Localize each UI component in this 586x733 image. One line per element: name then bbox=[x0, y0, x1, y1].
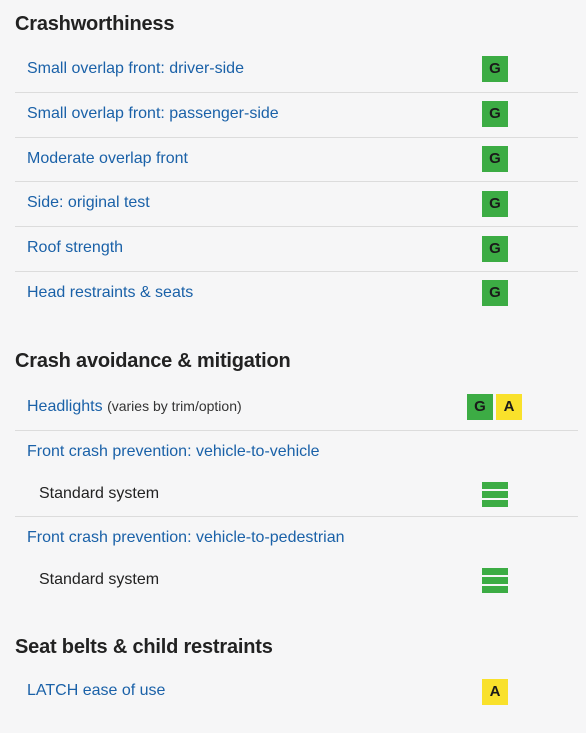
seat-belts-heading: Seat belts & child restraints bbox=[15, 636, 273, 658]
crashworthiness-heading: Crashworthiness bbox=[15, 13, 175, 35]
small-overlap-driver-link[interactable]: Small overlap front: driver-side bbox=[27, 60, 244, 77]
rating-badge-good: G bbox=[482, 191, 508, 217]
rating-badge-good: G bbox=[482, 56, 508, 82]
superior-bars-icon bbox=[482, 482, 508, 508]
rating-row-pedestrian-standard-system: Standard system bbox=[15, 559, 578, 603]
front-crash-vehicle-link[interactable]: Front crash prevention: vehicle-to-vehic… bbox=[27, 443, 320, 460]
small-overlap-passenger-link[interactable]: Small overlap front: passenger-side bbox=[27, 105, 279, 122]
rating-row-small-overlap-driver: Small overlap front: driver-side G bbox=[15, 48, 578, 93]
headlights-link[interactable]: Headlights bbox=[27, 398, 103, 415]
rating-row-vehicle-standard-system: Standard system bbox=[15, 473, 578, 517]
latch-ease-of-use-link[interactable]: LATCH ease of use bbox=[27, 682, 166, 699]
rating-row-vehicle-to-pedestrian-heading: Front crash prevention: vehicle-to-pedes… bbox=[15, 517, 578, 559]
superior-bars-icon bbox=[482, 568, 508, 594]
standard-system-label: Standard system bbox=[39, 571, 160, 588]
rating-row-moderate-overlap: Moderate overlap front G bbox=[15, 138, 578, 182]
standard-system-label: Standard system bbox=[39, 485, 160, 502]
rating-row-roof-strength: Roof strength G bbox=[15, 227, 578, 272]
rating-badge-good: G bbox=[482, 101, 508, 127]
rating-badge-good: G bbox=[482, 146, 508, 172]
rating-badge-acceptable: A bbox=[482, 679, 508, 705]
rating-row-head-restraints: Head restraints & seats G bbox=[15, 272, 578, 317]
rating-row-small-overlap-passenger: Small overlap front: passenger-side G bbox=[15, 93, 578, 138]
rating-row-vehicle-to-vehicle-heading: Front crash prevention: vehicle-to-vehic… bbox=[15, 431, 578, 473]
headlights-note: (varies by trim/option) bbox=[107, 398, 242, 414]
rating-row-side-original: Side: original test G bbox=[15, 182, 578, 227]
crash-avoidance-heading: Crash avoidance & mitigation bbox=[15, 350, 291, 372]
rating-badge-good: G bbox=[482, 236, 508, 262]
rating-row-latch: LATCH ease of use A bbox=[15, 671, 578, 716]
headlights-label-group: Headlights (varies by trim/option) bbox=[27, 398, 242, 416]
side-original-test-link[interactable]: Side: original test bbox=[27, 194, 150, 211]
rating-badge-good: G bbox=[482, 280, 508, 306]
head-restraints-link[interactable]: Head restraints & seats bbox=[27, 284, 194, 301]
front-crash-pedestrian-link[interactable]: Front crash prevention: vehicle-to-pedes… bbox=[27, 529, 345, 546]
roof-strength-link[interactable]: Roof strength bbox=[27, 239, 124, 256]
moderate-overlap-link[interactable]: Moderate overlap front bbox=[27, 150, 188, 167]
rating-badge-acceptable: A bbox=[496, 394, 522, 420]
rating-row-headlights: Headlights (varies by trim/option) G A bbox=[15, 386, 578, 431]
rating-badge-good: G bbox=[467, 394, 493, 420]
